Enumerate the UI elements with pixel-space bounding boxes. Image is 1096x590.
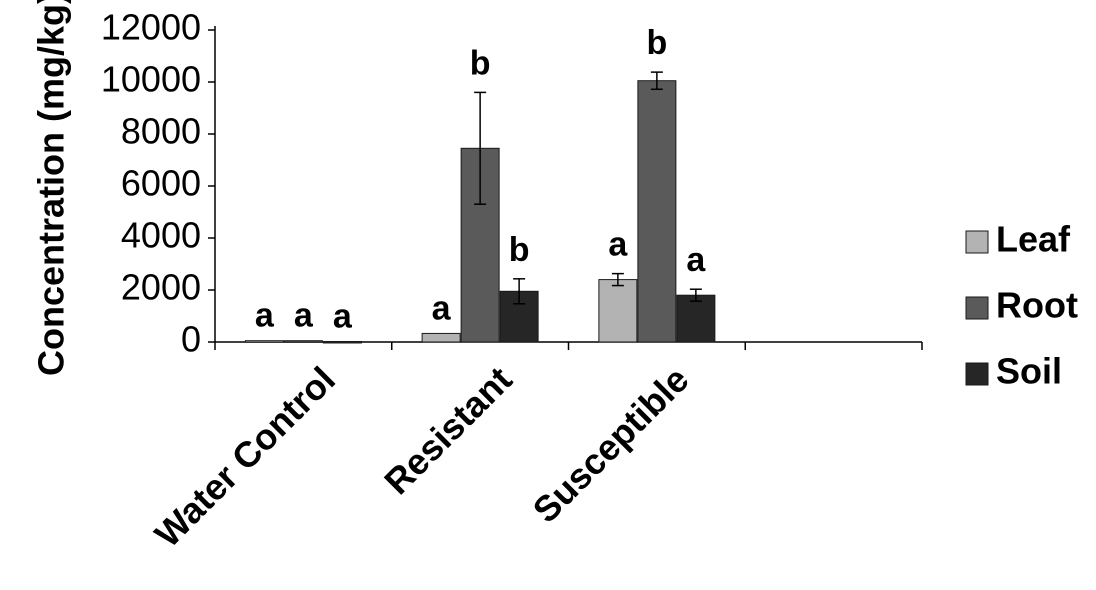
y-tick-label: 4000 (121, 215, 201, 256)
bar-root (637, 80, 677, 343)
significance-label: b (470, 44, 491, 82)
significance-label: a (432, 289, 452, 327)
bar-soil (676, 294, 716, 343)
y-tick-label: 6000 (121, 163, 201, 204)
y-tick-label: 12000 (101, 7, 201, 48)
y-tick-label: 0 (181, 319, 201, 360)
legend-swatch-leaf (965, 230, 989, 254)
x-axis (214, 341, 923, 350)
y-tick-label: 8000 (121, 111, 201, 152)
y-tick-label: 2000 (121, 267, 201, 308)
category-labels: Water Control Resistant Susceptible (147, 359, 697, 555)
bar-soil (322, 340, 362, 344)
significance-label: a (255, 297, 275, 335)
significance-label: a (686, 241, 706, 279)
error-bars (474, 71, 702, 305)
y-axis-label: Concentration (mg/kg) (31, 0, 72, 376)
y-tick-label: 10000 (101, 59, 201, 100)
bar-root (283, 340, 323, 343)
bar-leaf (421, 332, 461, 343)
bar-leaf (598, 279, 638, 343)
significance-label: b (646, 24, 667, 62)
bar-leaf (244, 340, 284, 343)
legend: Leaf Root Soil (965, 219, 1078, 392)
category-label: Water Control (147, 359, 343, 555)
legend-label-root: Root (996, 285, 1078, 326)
legend-label-leaf: Leaf (996, 219, 1071, 260)
significance-label: a (608, 226, 628, 264)
legend-label-soil: Soil (996, 351, 1062, 392)
significance-labels: a a a abb aba (255, 24, 707, 335)
legend-swatch-soil (965, 362, 989, 386)
significance-label: b (509, 231, 530, 269)
y-axis: 0 2000 4000 6000 8000 10000 12000 (101, 7, 216, 360)
significance-label: a (294, 297, 314, 335)
significance-label: a (333, 297, 353, 335)
legend-swatch-root (965, 296, 989, 320)
category-label: Susceptible (525, 359, 697, 531)
category-label: Resistant (376, 359, 520, 503)
